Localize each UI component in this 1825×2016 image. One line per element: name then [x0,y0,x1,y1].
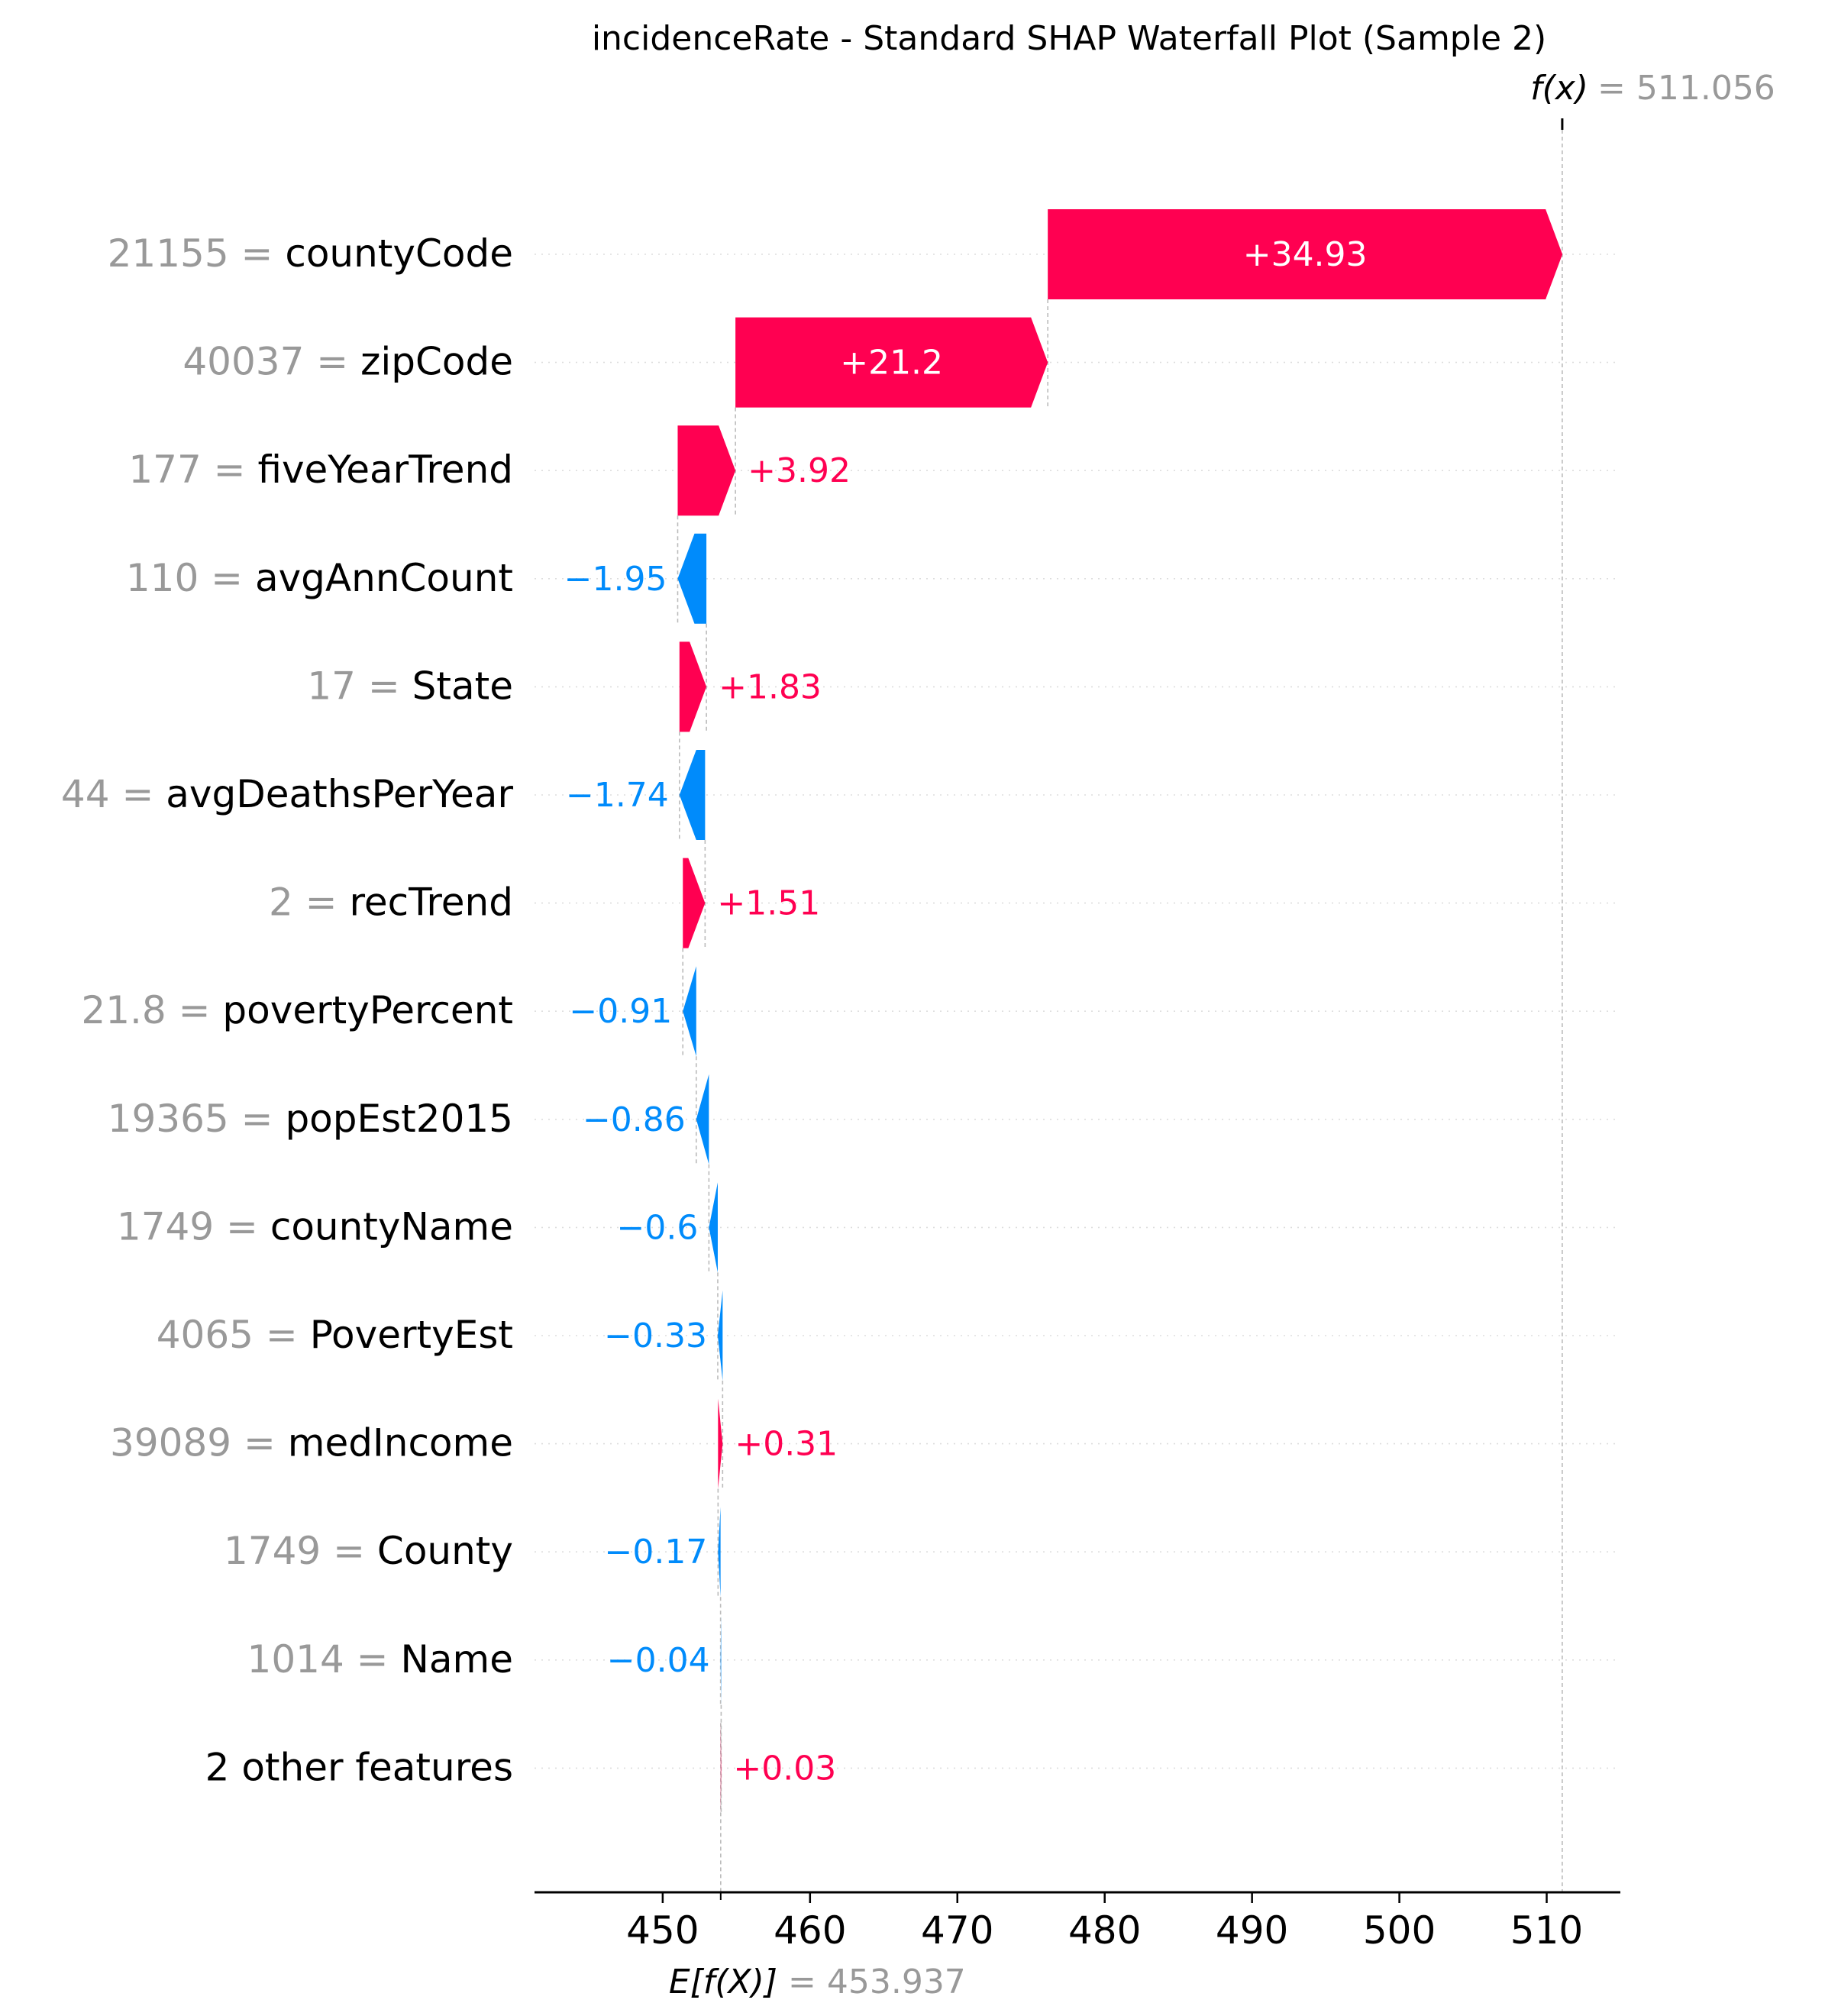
value-label: +21.2 [840,344,943,383]
value-label: +1.51 [717,884,820,923]
feature-name: fiveYearTrend [257,447,513,492]
feature-value: 44 = [61,772,166,816]
waterfall-bar [1048,209,1563,299]
feature-name: County [377,1529,513,1573]
waterfall-bars [677,209,1563,1814]
feature-name: zipCode [360,340,513,384]
feature-value: 110 = [126,556,255,600]
waterfall-bar [709,1182,718,1273]
x-tick-label: 490 [1216,1908,1288,1953]
feature-name: countyCode [285,231,513,276]
x-tick-label: 510 [1510,1908,1583,1953]
feature-value: 177 = [128,447,257,492]
waterfall-bar [683,858,706,948]
value-label: +0.31 [735,1425,838,1464]
value-label: −1.74 [566,776,669,815]
feature-label: 2 = recTrend [269,880,513,925]
feature-value: 1749 = [224,1529,377,1573]
feature-label: 21.8 = povertyPercent [81,988,513,1032]
fx-label: f(x) [1530,69,1588,108]
value-label: −0.6 [617,1208,699,1247]
feature-label: 44 = avgDeathsPerYear [61,772,514,816]
value-label: +0.03 [733,1749,836,1788]
waterfall-bar [696,1074,709,1165]
feature-value: 19365 = [108,1097,286,1141]
fx-annotation: f(x) = 511.056 [1530,69,1775,108]
waterfall-bar [735,317,1048,408]
feature-value: 21.8 = [81,988,222,1032]
value-labels: +34.93 +21.2 +3.92 −1.95 +1.83 −1.74 +1.51 −0.9… [564,235,1368,1788]
waterfall-bar [720,1614,722,1705]
feature-name: PovertyEst [310,1313,513,1357]
waterfall-bar [720,1723,722,1814]
feature-label: 19365 = popEst2015 [108,1097,513,1141]
efx-value: = 453.937 [788,1963,966,2001]
feature-value: 1749 = [117,1204,270,1249]
feature-label: 110 = avgAnnCount [126,556,513,600]
value-label: +34.93 [1243,235,1368,274]
x-axis: 450 460 470 480 490 500 510 [535,1891,1620,1953]
x-tick-label: 450 [626,1908,699,1953]
feature-name: Name [400,1637,513,1682]
waterfall-bar [717,1291,723,1381]
efx-label: E[f(X)] [669,1963,777,2001]
feature-name: popEst2015 [285,1097,513,1141]
row-gridlines [535,254,1620,1769]
feature-name: avgAnnCount [255,556,513,600]
feature-label: 4065 = PovertyEst [157,1313,513,1357]
waterfall-bar [677,425,736,516]
value-label: −0.91 [569,992,672,1031]
feature-value: 4065 = [157,1313,310,1357]
feature-name: State [412,664,513,708]
waterfall-bar [679,750,706,840]
feature-label: 1749 = countyName [117,1204,513,1249]
feature-name: recTrend [349,880,513,925]
waterfall-bar [718,1398,723,1489]
x-tick-label: 480 [1068,1908,1141,1953]
feature-labels: 21155 = countyCode 40037 = zipCode 177 = f… [61,231,514,1789]
feature-label: 17 = State [307,664,513,708]
x-tick-label: 460 [774,1908,846,1953]
waterfall-bar [679,641,707,732]
feature-value: 40037 = [182,340,360,384]
waterfall-bar [683,966,696,1057]
feature-label: 39089 = medIncome [110,1421,513,1465]
value-label: −0.17 [605,1533,708,1572]
feature-name: 2 other features [205,1745,513,1789]
feature-label: 40037 = zipCode [182,340,513,384]
feature-value: 1014 = [247,1637,401,1682]
feature-label: 177 = fiveYearTrend [128,447,513,492]
feature-value: 39089 = [110,1421,288,1465]
feature-label: 1749 = County [224,1529,513,1573]
efx-annotation: E[f(X)] = 453.937 [669,1963,966,2001]
connector-lines [677,118,1564,1892]
value-label: −0.04 [607,1641,710,1680]
waterfall-bar [677,533,707,624]
feature-value: 2 = [269,880,350,925]
feature-name: medIncome [288,1421,513,1465]
value-label: −0.33 [604,1317,707,1355]
feature-value: 21155 = [108,231,286,276]
chart-title: incidenceRate - Standard SHAP Waterfall … [592,19,1546,58]
feature-value: 17 = [307,664,412,708]
waterfall-bar [718,1507,721,1598]
feature-label: 2 other features [205,1745,513,1789]
fx-value: = 511.056 [1597,69,1775,108]
value-label: +1.83 [719,667,822,706]
feature-name: countyName [270,1204,513,1249]
value-label: −1.95 [564,560,667,599]
x-tick-label: 500 [1363,1908,1436,1953]
feature-label: 21155 = countyCode [108,231,513,276]
x-tick-label: 470 [921,1908,993,1953]
value-label: −0.86 [583,1100,686,1139]
feature-name: povertyPercent [222,988,513,1032]
feature-label: 1014 = Name [247,1637,513,1682]
value-label: +3.92 [748,451,851,490]
feature-name: avgDeathsPerYear [166,772,513,816]
